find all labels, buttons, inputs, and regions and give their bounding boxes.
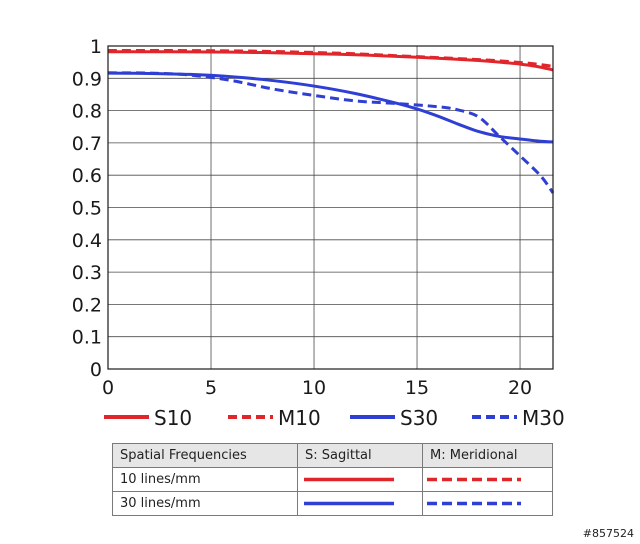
spatial-frequency-table: Spatial Frequencies S: Sagittal M: Merid… — [112, 443, 553, 516]
x-tick-label: 5 — [205, 377, 217, 399]
y-tick-label: 0 — [90, 359, 102, 381]
row-10-meridional-swatch — [422, 467, 553, 492]
y-tick-label: 0.1 — [72, 327, 102, 349]
x-tick-labels: 0 5 10 15 20 — [102, 377, 532, 399]
row-30-sagittal-swatch — [297, 491, 423, 516]
row-10-sagittal-swatch — [297, 467, 423, 492]
row-30-label: 30 lines/mm — [112, 491, 298, 516]
y-tick-label: 0.7 — [72, 133, 102, 155]
series-line-m10 — [107, 48, 554, 68]
row-30-meridional-swatch — [422, 491, 553, 516]
y-tick-labels: 1 0.9 0.8 0.7 0.6 0.5 0.4 0.3 0.2 0.1 0 — [72, 36, 102, 381]
x-tick-label: 0 — [102, 377, 114, 399]
x-tick-label: 15 — [405, 377, 429, 399]
table-row: 10 lines/mm — [112, 467, 553, 492]
legend-label-m10: M10 — [278, 406, 321, 430]
grid — [108, 46, 553, 369]
legend-label-s30: S30 — [400, 406, 438, 430]
header-sagittal: S: Sagittal — [297, 443, 423, 468]
series-line-m30 — [107, 71, 555, 194]
series-lines — [107, 48, 555, 194]
y-tick-label: 0.9 — [72, 68, 102, 90]
y-tick-label: 0.8 — [72, 101, 102, 123]
legend-label-m30: M30 — [522, 406, 565, 430]
y-tick-label: 1 — [90, 36, 102, 58]
y-tick-label: 0.2 — [72, 294, 102, 316]
mtf-chart: 1 0.9 0.8 0.7 0.6 0.5 0.4 0.3 0.2 0.1 0 0 5 10 15 20 S… — [72, 36, 565, 430]
row-10-label: 10 lines/mm — [112, 467, 298, 492]
y-tick-label: 0.5 — [72, 198, 102, 220]
header-meridional: M: Meridional — [422, 443, 553, 468]
header-spatial-frequencies: Spatial Frequencies — [112, 443, 298, 468]
image-id-watermark: #857524 — [582, 527, 634, 540]
series-line-s30 — [107, 71, 554, 144]
y-tick-label: 0.6 — [72, 165, 102, 187]
legend: S10 M10 S30 M30 — [104, 406, 565, 430]
plot-frame — [107, 45, 554, 370]
y-tick-label: 0.3 — [72, 262, 102, 284]
table-header-row: Spatial Frequencies S: Sagittal M: Merid… — [112, 443, 553, 468]
legend-label-s10: S10 — [154, 406, 192, 430]
x-tick-label: 10 — [302, 377, 326, 399]
x-tick-label: 20 — [508, 377, 532, 399]
y-tick-label: 0.4 — [72, 230, 102, 252]
table-row: 30 lines/mm — [112, 491, 553, 516]
